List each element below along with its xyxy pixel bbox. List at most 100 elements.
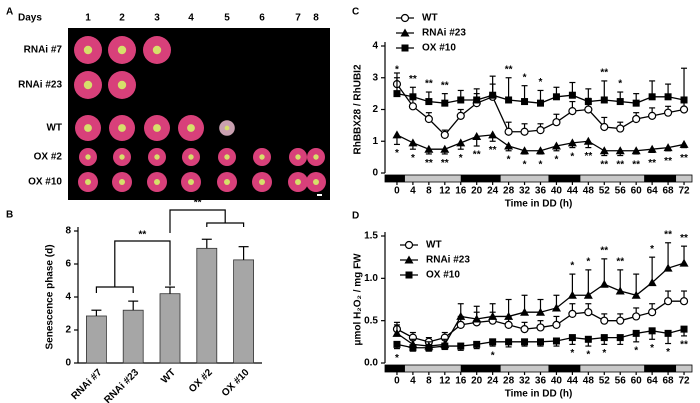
marker: [552, 337, 560, 345]
marker: [583, 136, 593, 145]
x-axis-label: Time in DD (h): [505, 389, 573, 400]
x-tick-label: 48: [583, 376, 595, 387]
marker: [647, 144, 657, 153]
significance: **: [600, 159, 608, 170]
marker: [584, 105, 593, 114]
marker: [568, 309, 577, 318]
marker: [520, 325, 529, 334]
x-tick-label: 16: [455, 186, 467, 197]
marker: [440, 130, 449, 139]
bracket: [95, 240, 171, 293]
x-tick-label: 40: [551, 376, 563, 387]
bar: [122, 309, 144, 364]
marker: [567, 290, 577, 299]
row-label: RNAi #7: [24, 45, 63, 56]
significance: **: [425, 158, 433, 169]
y-tick-label: 0: [65, 358, 71, 369]
y-tick-label: 0.5: [364, 315, 378, 326]
dark-bar: [460, 365, 501, 372]
marker: [441, 99, 449, 107]
x-tick-label: 24: [487, 376, 499, 387]
x-tick-label: 40: [551, 186, 563, 197]
significance: **: [616, 257, 624, 268]
marker: [409, 344, 417, 352]
marker: [632, 114, 641, 124]
marker: [408, 138, 418, 147]
flower-center: [117, 45, 127, 55]
marker: [504, 141, 514, 150]
x-axis-label: Time in DD (h): [505, 199, 573, 210]
flower-center: [117, 80, 127, 90]
x-tick-label: 64: [647, 186, 659, 197]
significance: *: [523, 72, 527, 83]
significance: **: [600, 246, 608, 257]
significance: *: [570, 348, 574, 359]
x-tick-label: 48: [583, 186, 595, 197]
x-tick-label: 12: [439, 186, 451, 197]
marker: [504, 127, 513, 136]
marker: [408, 102, 418, 111]
marker: [425, 344, 433, 352]
marker: [663, 143, 673, 152]
marker: [647, 278, 657, 287]
marker: [679, 258, 689, 267]
marker: [551, 141, 561, 150]
marker: [584, 335, 592, 343]
marker: [600, 96, 608, 104]
day-label: 3: [154, 13, 160, 24]
marker: [632, 329, 640, 337]
legend-marker: [400, 28, 410, 37]
row-label: WT: [46, 123, 62, 134]
x-tick-label: 32: [519, 186, 531, 197]
photo-background: [68, 28, 330, 200]
significance: **: [680, 233, 688, 244]
marker: [552, 118, 561, 127]
y-axis-label: RhBBX28 / RhUBI2: [353, 64, 364, 154]
significance: *: [539, 77, 543, 88]
significance: *: [570, 151, 574, 162]
flower-center: [295, 154, 301, 160]
flower-center: [153, 124, 161, 132]
marker: [568, 91, 576, 99]
day-label: 2: [119, 13, 125, 24]
significance: *: [650, 244, 654, 255]
marker: [664, 93, 672, 101]
marker: [489, 338, 497, 346]
x-tick-label: 56: [615, 186, 627, 197]
marker: [599, 279, 609, 288]
marker: [409, 93, 417, 101]
significance: **: [680, 340, 688, 351]
marker: [536, 323, 545, 332]
marker: [600, 122, 609, 132]
y-tick-label: 2: [372, 104, 378, 115]
day-label: 6: [259, 13, 265, 24]
flower-center: [119, 179, 125, 185]
marker: [521, 338, 529, 346]
day-label: 7: [295, 13, 301, 24]
marker: [520, 146, 530, 155]
significance: *: [586, 350, 590, 361]
significance: **: [680, 153, 688, 164]
x-tick-label: OX #2: [187, 367, 215, 395]
significance: *: [586, 257, 590, 268]
significance: **: [489, 145, 497, 156]
x-tick-label: 32: [519, 376, 531, 387]
significance: **: [616, 159, 624, 170]
x-tick-label: RNAi #7: [69, 367, 104, 402]
x-tick-label: 28: [503, 376, 515, 387]
marker: [392, 130, 402, 139]
marker: [504, 320, 513, 329]
x-tick-label: 44: [567, 376, 579, 387]
day-label: 4: [188, 13, 194, 24]
marker: [567, 138, 577, 147]
bar: [86, 315, 107, 364]
flower-center: [295, 179, 301, 185]
panel-label: D: [352, 211, 359, 222]
marker: [393, 90, 401, 98]
legend-marker: [404, 255, 414, 264]
day-label: 1: [85, 13, 91, 24]
marker: [583, 290, 593, 299]
y-tick-label: 4: [372, 41, 378, 52]
x-tick-label: 20: [471, 186, 483, 197]
